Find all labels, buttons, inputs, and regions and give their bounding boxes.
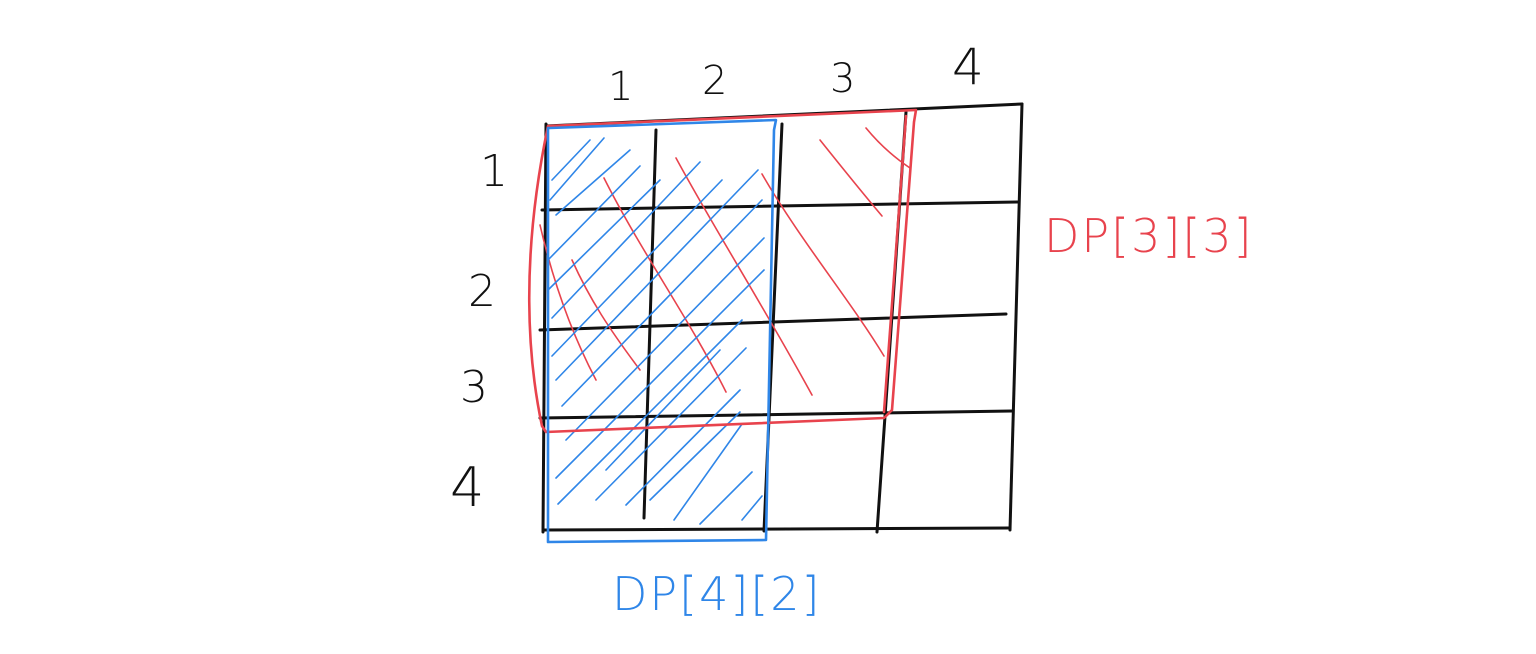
blue-hatch-line (595, 347, 747, 501)
blue-hatch-line (557, 319, 743, 505)
red-hatch-line (539, 224, 597, 381)
blue-hatch-line (555, 269, 765, 479)
blue-hatch-line (549, 137, 605, 201)
blue-region-label: DP[4][2] (612, 567, 821, 621)
col-label-1: 1 (608, 64, 633, 110)
blue-hatch-line (555, 169, 759, 381)
blue-hatch (547, 137, 765, 525)
grid (538, 102, 1024, 534)
grid-line-h-4 (542, 526, 1012, 532)
red-hatch-line (675, 157, 813, 396)
blue-hatch-line (551, 139, 591, 181)
col-label-4: 4 (952, 38, 984, 96)
grid-line-h-1 (540, 200, 1020, 212)
red-hatch (539, 127, 911, 396)
col-label-2: 2 (702, 58, 727, 104)
blue-hatch-line (547, 165, 641, 261)
red-outline-inner (882, 114, 908, 414)
row-label-2: 2 (468, 266, 496, 317)
blue-hatch-line (565, 237, 765, 441)
blue-hatch-line (741, 495, 763, 521)
blue-hatch-line (649, 411, 741, 501)
blue-hatch-line (555, 149, 631, 216)
blue-hatch-line (551, 179, 723, 357)
blue-hatch-line (699, 471, 753, 525)
row-label-4: 4 (450, 456, 484, 519)
red-hatch-line (865, 127, 911, 169)
grid-line-v-0 (541, 122, 548, 534)
red-region-outline (527, 108, 918, 434)
blue-hatch-line (551, 161, 701, 319)
red-outline-path (527, 108, 918, 434)
blue-hatch-line (673, 423, 743, 521)
row-labels: 1 2 3 4 (450, 146, 508, 519)
blue-hatch-line (561, 199, 763, 407)
grid-line-h-3 (538, 409, 1014, 420)
blue-hatch-line (605, 349, 721, 471)
red-hatch-line (603, 177, 727, 393)
red-region-label: DP[3][3] (1044, 209, 1253, 263)
red-hatch-line (571, 259, 641, 371)
blue-hatch-line (547, 179, 661, 291)
row-label-3: 3 (460, 362, 488, 413)
red-hatch-line (761, 173, 885, 357)
red-hatch-line (819, 139, 883, 217)
blue-outline-path (546, 118, 778, 544)
grid-line-v-1 (642, 128, 658, 520)
col-label-3: 3 (830, 56, 855, 102)
blue-region-outline (546, 118, 778, 544)
grid-line-v-4 (1008, 102, 1024, 532)
blue-hatch-line (625, 389, 741, 506)
column-labels: 1 2 3 4 (608, 38, 984, 110)
row-label-1: 1 (480, 146, 508, 197)
